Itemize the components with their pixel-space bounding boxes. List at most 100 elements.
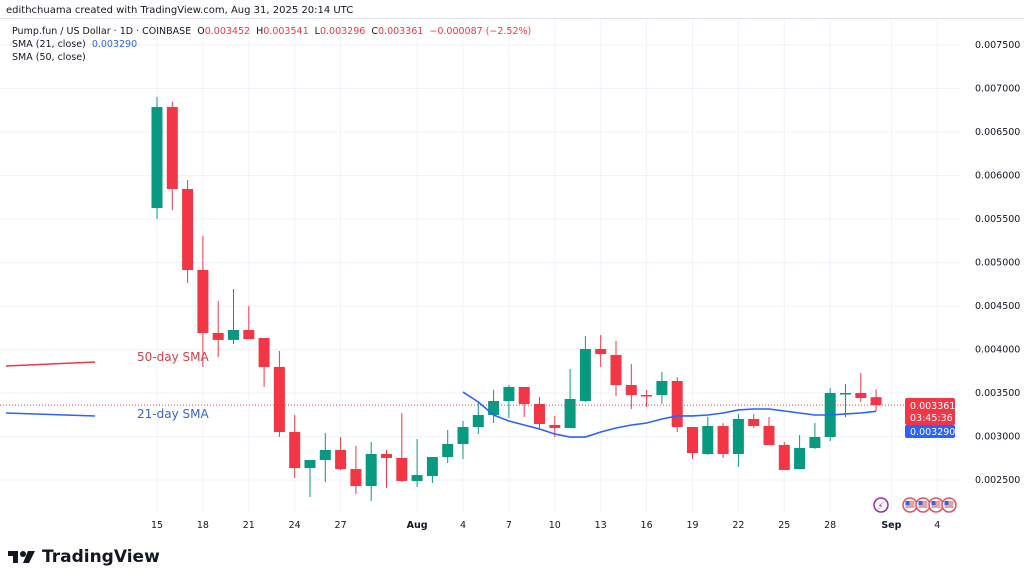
time-tick-label: 27 (335, 520, 347, 531)
candle-body (610, 354, 622, 385)
candle-body (840, 393, 851, 395)
brand-name: TradingView (42, 547, 160, 567)
candle-body (151, 107, 163, 209)
bar-countdown: 03:45:36 (910, 413, 953, 424)
low-label: L (314, 26, 320, 37)
sma21-annotation: 21-day SMA (137, 407, 209, 421)
tv-logo-icon (8, 551, 35, 563)
candle-body (763, 425, 775, 446)
candle-body (411, 475, 423, 481)
candle-body (197, 269, 209, 333)
candle-body (748, 419, 760, 426)
price-tick-label: 0.003000 (975, 432, 1020, 443)
candle-body (258, 338, 270, 367)
sma21-line (462, 391, 877, 438)
chart-legend: Pump.fun / US Dollar · 1D · COINBASE O0.… (12, 25, 531, 64)
price-tick-label: 0.003500 (975, 388, 1020, 399)
candle-body (794, 447, 806, 470)
time-tick-label: 19 (686, 520, 698, 531)
chart-frame (0, 18, 1024, 547)
sma21-tag-value: 0.003290 (910, 427, 955, 438)
flag-canton (918, 501, 923, 505)
time-axis[interactable]: 15 18 21 24 27 Aug 4 7 10 13 16 19 22 25 28 Sep 4 (151, 520, 940, 531)
price-tick-label: 0.007000 (975, 84, 1020, 95)
candle-body (273, 366, 285, 432)
candle-body (579, 348, 591, 402)
price-tick-label: 0.007500 (975, 40, 1020, 51)
candle-body (365, 453, 377, 487)
candle-body (457, 427, 469, 444)
sma21-label: SMA (21, close) (12, 39, 86, 50)
candle-body (381, 453, 392, 458)
sma50-annotation: 50-day SMA (137, 350, 209, 364)
candle-body (304, 459, 316, 468)
candle-body (228, 330, 239, 340)
candle-body (625, 384, 637, 396)
time-tick-label: 16 (641, 520, 653, 531)
flag-stripes (944, 501, 954, 508)
candle-body (442, 443, 454, 458)
chart-credit: edithchuama created with TradingView.com… (6, 5, 354, 16)
last-price-value: 0.003361 (910, 401, 955, 412)
candle-body (564, 399, 576, 428)
sma50-label: SMA (50, close) (12, 52, 86, 63)
candle-body (319, 449, 331, 460)
time-tick-label: 25 (778, 520, 790, 531)
high-label: H (256, 26, 264, 37)
candle-body (778, 445, 790, 470)
time-tick-label: 15 (151, 520, 163, 531)
flag-stripes (918, 501, 928, 508)
candle-body (335, 449, 347, 470)
price-tick-label: 0.005500 (975, 214, 1020, 225)
flag-stripes (931, 501, 941, 508)
sma50-legend[interactable]: SMA (50, close) (12, 51, 531, 64)
open-label: O (197, 26, 205, 37)
candle-body (243, 330, 255, 340)
close-value: 0.003361 (378, 26, 424, 37)
candle-body (518, 386, 530, 404)
time-tick-label: 10 (549, 520, 561, 531)
lightning-glyph-icon: ⚡ (878, 502, 884, 512)
event-icons[interactable]: ⚡ (873, 497, 957, 513)
price-tick-label: 0.006000 (975, 171, 1020, 182)
lightning-icon[interactable] (873, 497, 889, 513)
time-tick-label: 22 (732, 520, 744, 531)
time-tick-label: 24 (289, 520, 301, 531)
time-tick-label: 21 (243, 520, 255, 531)
sma21-line-group (462, 391, 877, 438)
sma21-legend[interactable]: SMA (21, close) 0.003290 (12, 38, 531, 51)
flag-stripes (905, 501, 915, 508)
flag-canton (931, 501, 936, 505)
candle-body (472, 415, 484, 428)
time-tick-label: Sep (881, 520, 901, 531)
time-tick-label: 7 (506, 520, 512, 531)
candle-body (595, 348, 607, 355)
symbol-label[interactable]: Pump.fun / US Dollar · 1D · COINBASE (12, 26, 192, 37)
candle-body (549, 425, 561, 428)
open-value: 0.003452 (204, 26, 251, 37)
tradingview-logo[interactable]: TradingView (8, 547, 160, 567)
time-tick-label: 4 (934, 520, 940, 531)
price-tick-label: 0.002500 (975, 475, 1020, 486)
flag-canton (905, 501, 910, 505)
candle-body (641, 395, 653, 397)
sma50-annotation-line (5, 361, 96, 367)
candle-body (182, 188, 194, 270)
candle-body (671, 380, 683, 428)
candles (0, 97, 905, 501)
high-value: 0.003541 (263, 26, 309, 37)
ohlc-row: Pump.fun / US Dollar · 1D · COINBASE O0.… (12, 25, 531, 38)
time-tick-label: 13 (595, 520, 607, 531)
price-tick-label: 0.006500 (975, 127, 1020, 138)
low-value: 0.003296 (319, 26, 366, 37)
price-tick-label: 0.004500 (975, 301, 1020, 312)
price-axis[interactable]: 0.007500 0.007000 0.006500 0.006000 0.005500… (975, 40, 1020, 486)
candle-body (809, 437, 821, 448)
price-tick-label: 0.005000 (975, 258, 1020, 269)
price-tick-label: 0.004000 (975, 345, 1020, 356)
candle-body (732, 419, 744, 454)
candle-body (687, 427, 698, 454)
candle-body (702, 425, 714, 454)
candle-body (426, 457, 438, 476)
